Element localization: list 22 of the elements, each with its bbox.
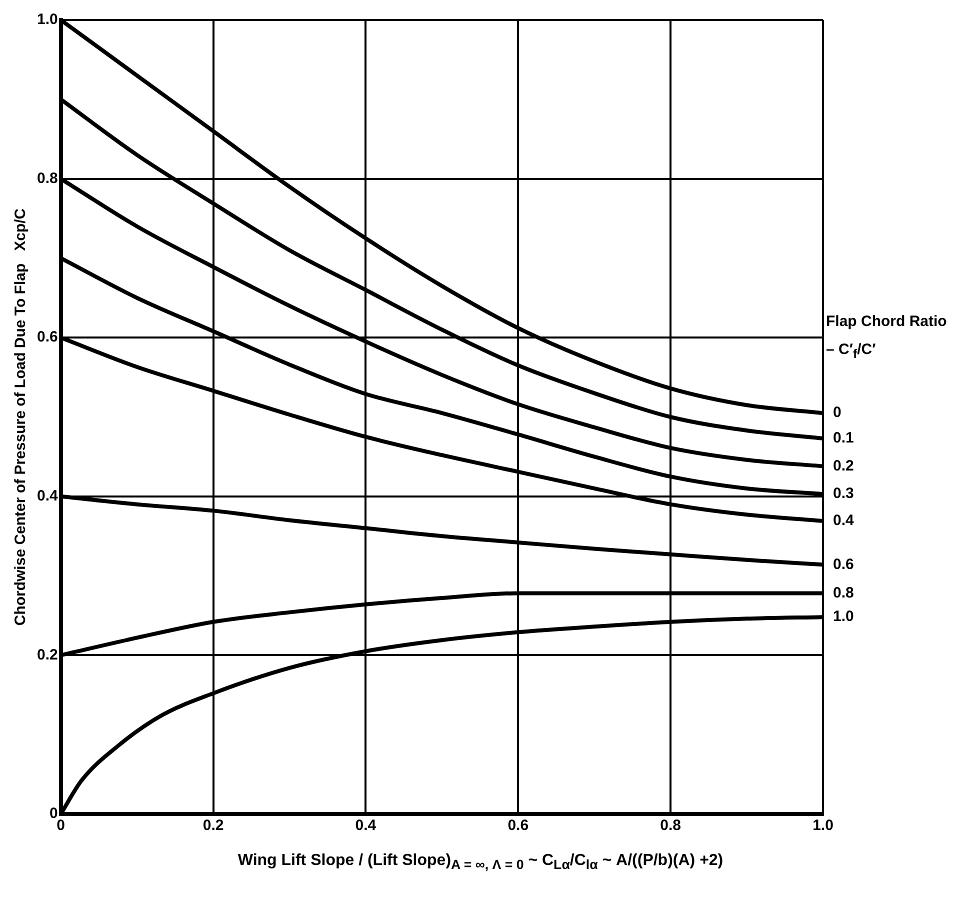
x-tick-label: 0.4 (355, 817, 377, 834)
series-label: 0.8 (833, 584, 854, 602)
y-tick-label: 0.8 (36, 170, 58, 187)
y-tick-label: 0.2 (36, 646, 58, 664)
series-label: 0.4 (833, 512, 855, 530)
series-label: 0.3 (833, 485, 854, 502)
y-tick-label: 0 (50, 805, 58, 822)
x-axis-title: Wing Lift Slope / (Lift Slope)$_{A = ∞, Λ = 0}$ ~ C$_{Lα}$/C$_{lα}$ ~ A/((P/b)(A) +2) (236, 852, 724, 872)
x-tick-label: 0.8 (660, 817, 681, 834)
legend-title: Flap Chord Ratio – C′$_{f}$/C′ (826, 312, 948, 363)
x-tick-label: 0.6 (508, 817, 529, 834)
x-tick-label: 1.0 (812, 817, 834, 834)
y-tick-label: 0.4 (36, 488, 58, 505)
series-label: 0.1 (833, 430, 854, 447)
series-label: 0.6 (833, 556, 854, 573)
y-axis-title: Chordwise Center of Pressure of Load Due To Flap Xcp/C (12, 208, 30, 626)
series-label: 1.0 (833, 608, 854, 626)
x-tick-label: 0.2 (202, 817, 224, 834)
y-tick-label: 0.6 (36, 328, 58, 346)
series-label: 0 (833, 404, 842, 422)
y-tick-label: 1.0 (36, 11, 58, 28)
series-label: 0.2 (833, 457, 854, 474)
